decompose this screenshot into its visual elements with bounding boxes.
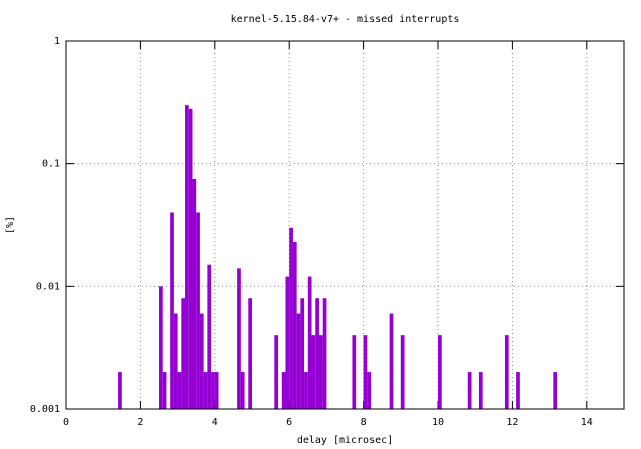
bar — [300, 298, 305, 409]
bar — [389, 313, 394, 409]
bar — [322, 298, 327, 409]
bar — [173, 313, 178, 409]
bar — [181, 298, 186, 409]
y-tick-label: 0.1 — [42, 159, 60, 170]
x-axis-label: delay [microsec] — [297, 435, 393, 446]
bar — [304, 372, 308, 409]
bar — [159, 286, 163, 409]
bar — [553, 372, 558, 409]
bar — [240, 372, 245, 409]
bar — [504, 335, 509, 409]
bar — [237, 268, 241, 409]
x-tick-label: 14 — [581, 417, 593, 428]
bar — [185, 105, 189, 409]
bar — [467, 372, 472, 409]
bar — [177, 372, 182, 409]
y-tick-label: 0.01 — [36, 281, 60, 292]
y-tick-label: 1 — [54, 36, 60, 47]
x-tick-label: 8 — [361, 417, 367, 428]
bar — [292, 241, 297, 409]
bar — [118, 372, 122, 409]
bar — [367, 372, 372, 409]
x-tick-label: 12 — [506, 417, 518, 428]
bar — [318, 335, 323, 409]
bar — [363, 335, 368, 409]
bar — [311, 335, 316, 409]
bar — [203, 372, 208, 409]
x-tick-label: 2 — [137, 417, 143, 428]
bar — [352, 335, 357, 409]
bar — [516, 372, 520, 409]
bar — [188, 108, 193, 410]
bar — [211, 372, 215, 409]
chart-title: kernel-5.15.84-v7+ - missed interrupts — [231, 14, 460, 25]
plot-border — [65, 40, 625, 410]
bar — [248, 298, 252, 409]
y-axis-label: [%] — [5, 216, 16, 234]
bar — [207, 264, 212, 409]
bar — [307, 276, 312, 409]
bar — [274, 335, 279, 409]
bar — [199, 313, 204, 409]
bar — [296, 313, 301, 409]
x-tick-label: 10 — [432, 417, 444, 428]
bar — [281, 372, 286, 409]
x-tick-label: 4 — [212, 417, 218, 428]
bar — [285, 276, 290, 409]
bar — [478, 372, 483, 409]
bar — [162, 372, 167, 409]
bar — [196, 212, 200, 409]
bar — [192, 178, 197, 409]
bar — [438, 335, 442, 409]
bar — [289, 227, 293, 409]
x-tick-label: 6 — [286, 417, 292, 428]
x-tick-label: 0 — [63, 417, 69, 428]
bar — [170, 212, 174, 409]
bar — [214, 372, 219, 409]
bar — [315, 298, 319, 409]
y-tick-label: 0.001 — [30, 404, 60, 415]
bar — [400, 335, 405, 409]
